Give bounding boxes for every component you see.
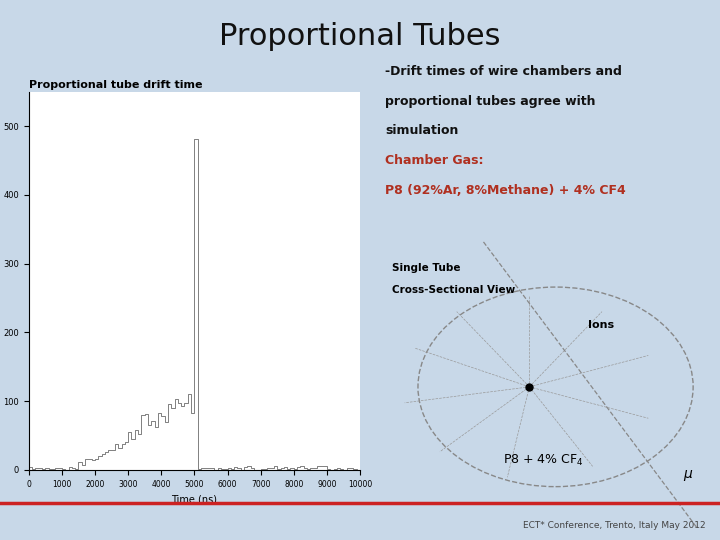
X-axis label: Time (ns): Time (ns) [171,494,217,504]
Text: simulation: simulation [385,124,459,137]
Text: Ions: Ions [588,320,614,330]
Text: $\mu$: $\mu$ [683,468,694,483]
Text: proportional tubes agree with: proportional tubes agree with [385,94,595,107]
Text: Proportional Tubes: Proportional Tubes [220,22,500,51]
Text: ECT* Conference, Trento, Italy May 2012: ECT* Conference, Trento, Italy May 2012 [523,521,706,530]
Text: -Drift times of wire chambers and: -Drift times of wire chambers and [385,65,622,78]
Text: Single Tube: Single Tube [392,264,460,273]
Text: Cross-Sectional View: Cross-Sectional View [392,285,515,295]
Text: P8 (92%Ar, 8%Methane) + 4% CF4: P8 (92%Ar, 8%Methane) + 4% CF4 [385,184,626,197]
Text: Chamber Gas:: Chamber Gas: [385,154,484,167]
Text: P8 + 4% CF$_4$: P8 + 4% CF$_4$ [503,454,584,469]
Text: Proportional tube drift time: Proportional tube drift time [29,79,202,90]
